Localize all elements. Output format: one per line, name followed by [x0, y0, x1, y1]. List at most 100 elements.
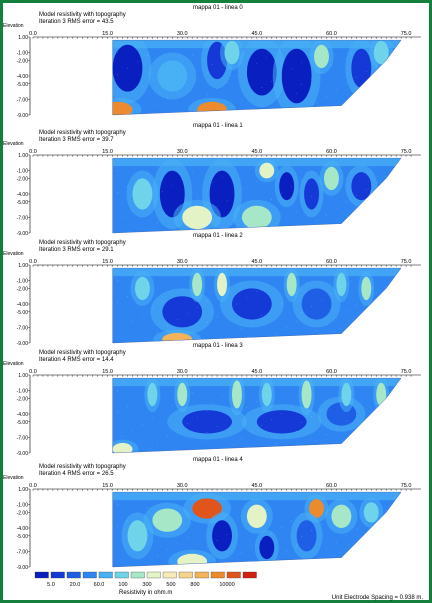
- stipple-dot: [326, 213, 327, 215]
- x-tick-label: 75.0: [401, 31, 412, 37]
- section-iteration-label: Iteration 3 RMS error = 39.7: [39, 137, 114, 143]
- stipple-dot: [261, 315, 263, 316]
- stipple-dot: [321, 523, 322, 525]
- stipple-dot: [171, 519, 173, 520]
- stipple-dot: [221, 509, 223, 511]
- contour-blob: [376, 382, 387, 407]
- contour-blob: [246, 48, 277, 96]
- section-title: mappa 01 - linea 0: [193, 5, 243, 11]
- x-tick-label: 45.0: [251, 369, 262, 375]
- contour-blob: [324, 166, 339, 191]
- stipple-dot: [316, 102, 317, 103]
- y-tick-label: -9.00: [17, 341, 29, 347]
- contour-blob: [373, 40, 389, 65]
- stipple-dot: [256, 63, 258, 64]
- contour-blob: [259, 535, 275, 560]
- stipple-dot: [286, 99, 287, 100]
- stipple-dot: [181, 512, 183, 514]
- stipple-dot: [241, 217, 243, 219]
- stipple-dot: [196, 196, 198, 198]
- stipple-dot: [375, 64, 377, 66]
- stipple-dot: [246, 407, 248, 409]
- stipple-dot: [122, 326, 123, 327]
- stipple-dot: [142, 313, 143, 315]
- stipple-dot: [365, 523, 367, 524]
- stipple-dot: [380, 426, 382, 428]
- contour-blob: [224, 40, 240, 65]
- stipple-dot: [380, 206, 382, 208]
- stipple-dot: [306, 53, 307, 55]
- legend-swatch: [146, 571, 161, 579]
- stipple-dot: [316, 554, 317, 555]
- stipple-dot: [380, 88, 382, 90]
- stipple-dot: [390, 200, 392, 202]
- x-tick-label: 60.0: [326, 31, 337, 37]
- y-tick-label: -9.00: [17, 565, 29, 571]
- stipple-dot: [276, 443, 278, 444]
- legend-label: 10000: [219, 582, 234, 588]
- stipple-dot: [176, 209, 178, 210]
- stipple-dot: [127, 519, 128, 521]
- legend-swatch: [130, 571, 145, 579]
- stipple-dot: [152, 197, 153, 199]
- stipple-dot: [336, 317, 337, 319]
- stipple-dot: [196, 78, 198, 80]
- contour-blob: [217, 272, 227, 297]
- stipple-dot: [137, 61, 138, 63]
- stipple-dot: [191, 392, 193, 394]
- stipple-dot: [306, 281, 307, 283]
- legend-swatch: [162, 571, 177, 579]
- y-tick-label: -5.00: [17, 82, 29, 88]
- stipple-dot: [206, 410, 208, 412]
- stipple-dot: [291, 406, 292, 408]
- stipple-dot: [385, 286, 387, 288]
- stipple-dot: [276, 333, 278, 334]
- stipple-dot: [221, 175, 223, 177]
- stipple-dot: [341, 397, 342, 398]
- contour-blob: [152, 508, 183, 532]
- stipple-dot: [162, 411, 163, 412]
- section-panel-0: mappa 01 - linea 0 Model resistivity wit…: [3, 3, 429, 119]
- stipple-dot: [142, 203, 143, 205]
- y-tick-label: -7.00: [17, 97, 29, 103]
- stipple-dot: [331, 183, 332, 185]
- y-tick-label: -1.00: [17, 51, 29, 57]
- x-tick-label: 30.0: [177, 149, 188, 155]
- section-title: mappa 01 - linea 2: [193, 233, 243, 239]
- section-top-band: [112, 492, 402, 501]
- stipple-dot: [365, 299, 367, 300]
- stipple-dot: [316, 220, 317, 221]
- section-outline: [112, 157, 402, 234]
- x-tick-label: 0.0: [29, 149, 37, 155]
- y-tick-label: -2.00: [17, 58, 29, 64]
- legend-swatch: [178, 571, 193, 579]
- stipple-dot: [117, 504, 118, 505]
- stipple-dot: [246, 69, 248, 71]
- stipple-dot: [246, 297, 248, 299]
- contour-blob: [159, 170, 185, 218]
- stipple-dot: [361, 553, 362, 555]
- stipple-dot: [211, 64, 213, 65]
- contour-blob: [209, 170, 235, 218]
- stipple-dot: [336, 541, 337, 543]
- stipple-dot: [321, 71, 322, 73]
- stipple-dot: [231, 106, 233, 107]
- stipple-dot: [301, 62, 302, 64]
- y-tick-label: -4.00: [17, 192, 29, 198]
- stipple-dot: [306, 505, 307, 507]
- section-subtitle: Model resistivity with topography: [39, 12, 126, 18]
- stipple-dot: [132, 430, 133, 431]
- stipple-dot: [346, 535, 347, 537]
- stipple-dot: [256, 181, 258, 182]
- stipple-dot: [390, 310, 392, 312]
- stipple-dot: [321, 409, 322, 411]
- stipple-dot: [390, 222, 392, 224]
- stipple-dot: [390, 82, 392, 84]
- contour-blob: [177, 382, 188, 407]
- stipple-dot: [137, 513, 138, 515]
- stipple-dot: [127, 405, 128, 407]
- stipple-dot: [370, 547, 372, 548]
- stipple-dot: [206, 94, 208, 96]
- stipple-dot: [286, 437, 287, 438]
- section-outline: [112, 491, 402, 568]
